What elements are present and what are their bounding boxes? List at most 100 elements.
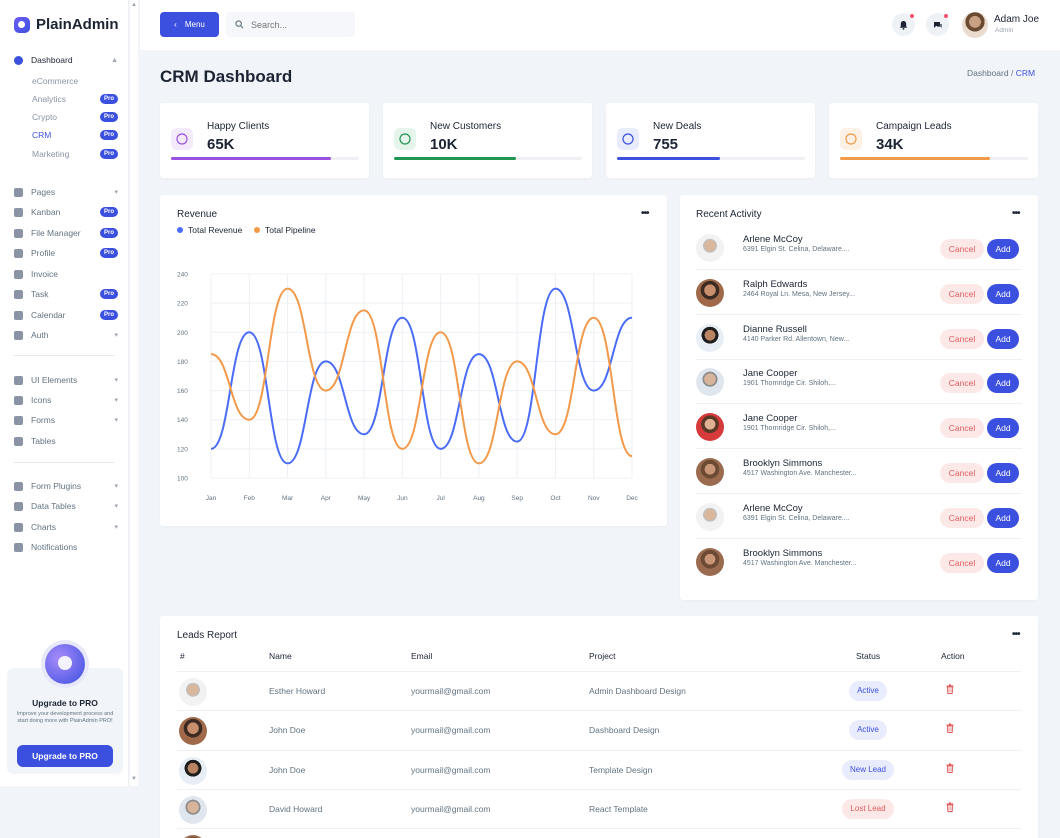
y-tick-label: 160: [177, 388, 188, 395]
sidebar-subitem-crypto[interactable]: Crypto Pro: [32, 111, 118, 123]
user-avatar[interactable]: [962, 12, 988, 38]
sidebar-item-notifications[interactable]: Notifications: [14, 540, 118, 554]
add-button[interactable]: Add: [987, 463, 1019, 483]
cancel-button[interactable]: Cancel: [940, 239, 984, 259]
chevron-icon[interactable]: ▾: [114, 417, 118, 424]
add-button[interactable]: Add: [987, 239, 1019, 259]
sidebar-item-invoice[interactable]: Invoice: [14, 267, 118, 281]
sidebar-subitem-analytics[interactable]: Analytics Pro: [32, 93, 118, 105]
legend-pipeline[interactable]: Total Pipeline: [254, 225, 316, 235]
lead-email[interactable]: yourmail@gmail.com: [411, 803, 491, 814]
sidebar-scrollbar[interactable]: ▲ ▼: [130, 0, 138, 786]
sidebar-item-file-manager[interactable]: File Manager Pro: [14, 226, 118, 240]
sidebar-subitem-ecommerce[interactable]: eCommerce: [32, 75, 118, 87]
sidebar-item-dashboard[interactable]: Dashboard ▲: [14, 53, 118, 67]
pro-badge: Pro: [99, 207, 118, 217]
scroll-up-icon[interactable]: ▲: [131, 2, 137, 8]
sidebar-item-profile[interactable]: Profile Pro: [14, 246, 118, 260]
sidebar-item-auth[interactable]: Auth ▾: [14, 328, 118, 342]
trash-icon[interactable]: [946, 802, 954, 812]
menu-button[interactable]: ‹ Menu: [160, 12, 219, 37]
sidebar-item-task[interactable]: Task Pro: [14, 287, 118, 301]
sidebar-item-pages[interactable]: Pages ▾: [14, 185, 118, 199]
series-line-total-pipeline: [210, 287, 633, 465]
revenue-chart: 240 220 200 180 160 140 120 100 Jan Feb Mar Apr May J…: [177, 272, 639, 503]
status-badge: New Lead: [842, 759, 894, 780]
search-input[interactable]: [251, 19, 341, 30]
smile-icon: [171, 128, 193, 150]
sidebar-divider: [14, 355, 114, 356]
sidebar-subitem-label: Marketing: [32, 149, 70, 159]
x-tick-label: Nov: [588, 495, 600, 502]
activity-row: Brooklyn Simmons 4517 Washington Ave. Man…: [696, 450, 1022, 494]
cancel-button[interactable]: Cancel: [940, 283, 984, 304]
activity-name: Jane Cooper: [743, 368, 798, 380]
legend-label-pipeline: Total Pipeline: [265, 225, 316, 235]
search-box[interactable]: [226, 12, 355, 37]
pro-badge: Pro: [99, 149, 118, 159]
chevron-icon[interactable]: ▾: [114, 377, 118, 384]
notification-button[interactable]: [892, 13, 915, 36]
lead-email[interactable]: yourmail@gmail.com: [411, 764, 491, 775]
sidebar-item-charts[interactable]: Charts ▾: [14, 520, 118, 534]
revenue-more-icon[interactable]: •••: [641, 208, 649, 219]
add-button[interactable]: Add: [987, 283, 1019, 304]
messages-button[interactable]: [926, 13, 949, 36]
avatar: [696, 323, 724, 352]
sidebar-item-label: Notifications: [31, 542, 78, 552]
chevron-icon[interactable]: ▲: [111, 56, 118, 64]
activity-name: Brooklyn Simmons: [743, 547, 823, 559]
chevron-icon[interactable]: ▾: [114, 524, 118, 531]
add-button[interactable]: Add: [987, 418, 1019, 439]
activity-name: Arlene McCoy: [743, 234, 803, 245]
sidebar-item-kanban[interactable]: Kanban Pro: [14, 205, 118, 219]
chevron-icon[interactable]: ▾: [114, 483, 118, 490]
user-name[interactable]: Adam Joe: [994, 14, 1040, 25]
trash-icon[interactable]: [946, 723, 954, 734]
add-button[interactable]: Add: [987, 328, 1019, 349]
cancel-button[interactable]: Cancel: [940, 552, 984, 573]
activity-more-icon[interactable]: •••: [1012, 208, 1020, 219]
lead-email[interactable]: yourmail@gmail.com: [411, 686, 491, 696]
app-logo[interactable]: PlainAdmin: [14, 16, 119, 33]
stat-progress-track: [394, 157, 582, 160]
upgrade-button[interactable]: Upgrade to PRO: [17, 745, 113, 767]
sidebar-item-tables[interactable]: Tables: [14, 434, 118, 448]
sidebar-item-form-plugins[interactable]: Form Plugins ▾: [14, 479, 118, 493]
activity-row: Brooklyn Simmons 4517 Washington Ave. Man…: [696, 540, 1022, 584]
chevron-icon[interactable]: ▾: [114, 332, 118, 339]
activity-address: 4140 Parker Rd. Allentown, New...: [743, 335, 850, 343]
add-button[interactable]: Add: [987, 507, 1019, 528]
sidebar-item-calendar[interactable]: Calendar Pro: [14, 308, 118, 322]
sidebar-subitem-label: eCommerce: [32, 76, 79, 86]
breadcrumb-root[interactable]: Dashboard: [967, 68, 1009, 78]
sidebar-item-ui-elements[interactable]: UI Elements ▾: [14, 373, 118, 387]
cancel-button[interactable]: Cancel: [940, 418, 984, 439]
add-button[interactable]: Add: [987, 373, 1019, 394]
sidebar-item-label: Pages: [31, 187, 56, 197]
leads-more-icon[interactable]: •••: [1012, 629, 1020, 640]
chevron-icon[interactable]: ▾: [114, 189, 118, 196]
legend-revenue[interactable]: Total Revenue: [177, 225, 242, 235]
scroll-down-icon[interactable]: ▼: [131, 776, 137, 782]
cancel-button[interactable]: Cancel: [940, 328, 984, 349]
lead-email[interactable]: yourmail@gmail.com: [411, 725, 491, 736]
megaphone-icon: [840, 128, 862, 150]
sidebar-item-label: Charts: [31, 522, 57, 532]
data-tables-icon: [14, 501, 23, 511]
trash-icon[interactable]: [946, 684, 954, 694]
chevron-icon[interactable]: ▾: [114, 397, 118, 404]
sidebar-item-icons[interactable]: Icons ▾: [14, 393, 118, 407]
chevron-icon[interactable]: ▾: [114, 503, 118, 510]
trash-icon[interactable]: [946, 762, 954, 773]
cancel-button[interactable]: Cancel: [940, 463, 984, 483]
table-row: [177, 828, 1021, 838]
sidebar-subitem-marketing[interactable]: Marketing Pro: [32, 148, 118, 160]
cancel-button[interactable]: Cancel: [940, 373, 984, 394]
cancel-button[interactable]: Cancel: [940, 507, 984, 528]
sidebar-subitem-crm[interactable]: CRM Pro: [32, 129, 118, 141]
sidebar-item-forms[interactable]: Forms ▾: [14, 413, 118, 427]
add-button[interactable]: Add: [987, 552, 1019, 573]
sidebar-item-data-tables[interactable]: Data Tables ▾: [14, 499, 118, 513]
sidebar-item-label: Forms: [31, 415, 56, 425]
